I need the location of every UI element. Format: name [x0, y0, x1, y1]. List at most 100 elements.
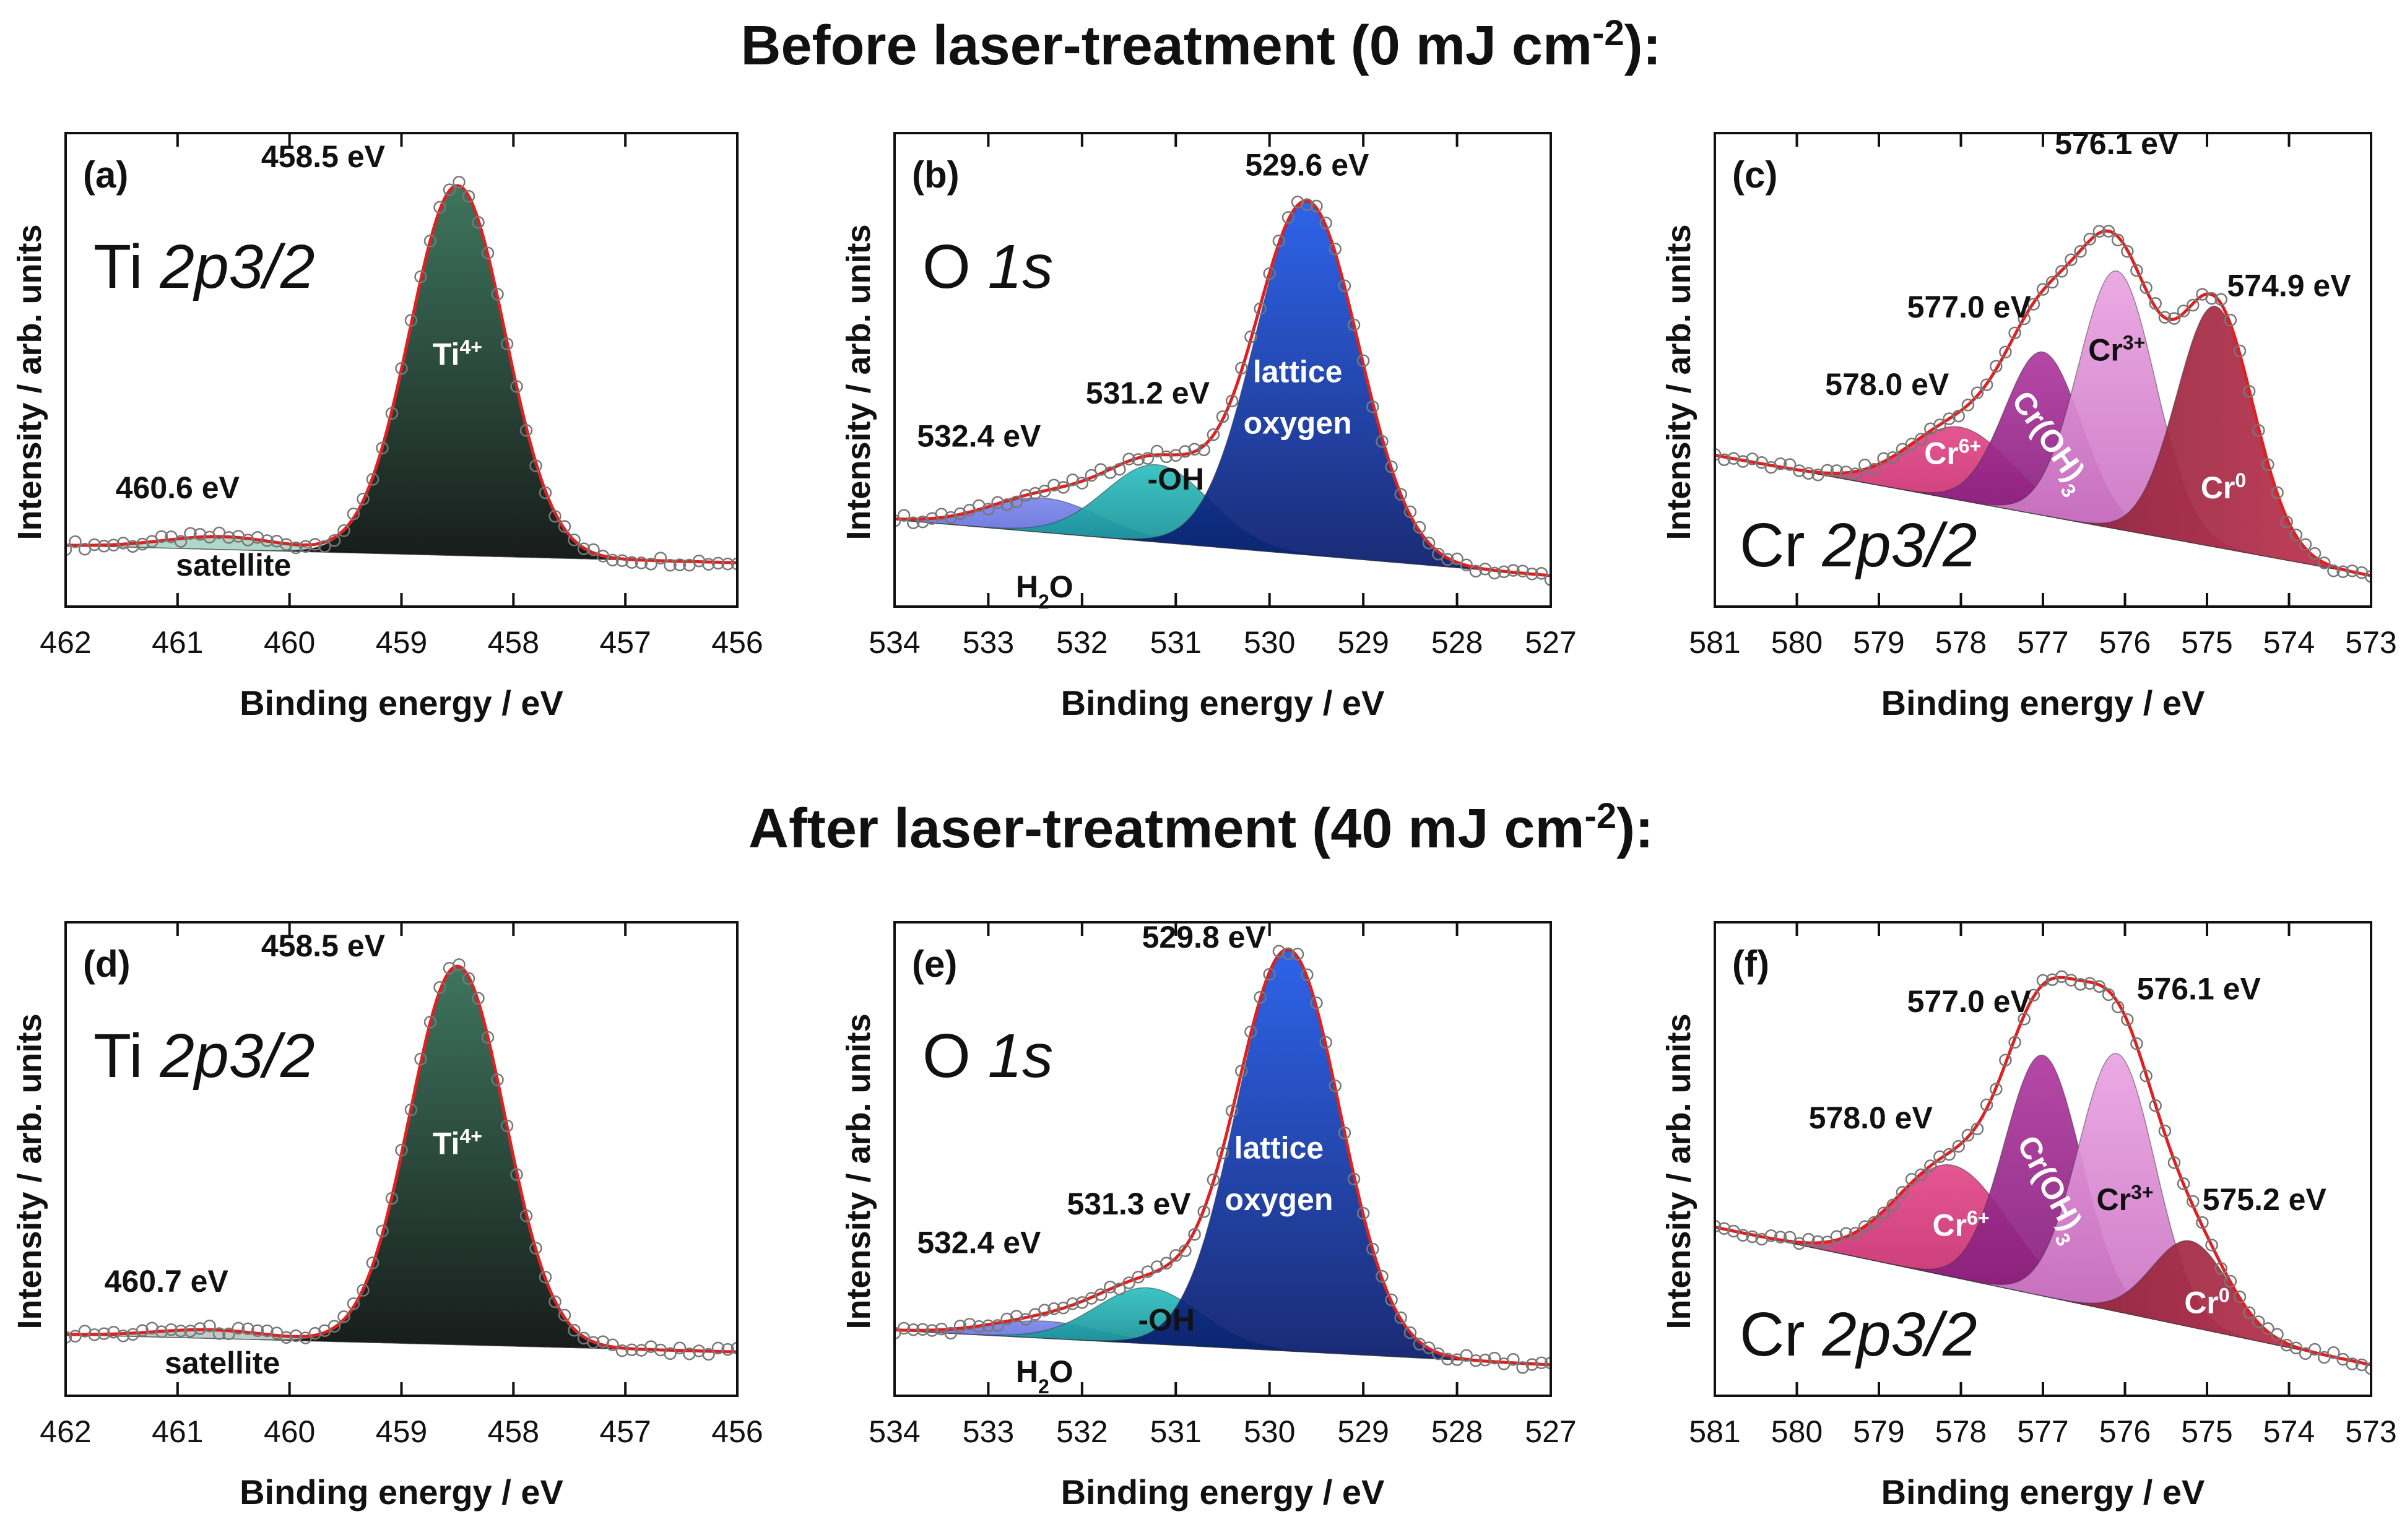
- data-point: [1952, 409, 1965, 423]
- data-point: [953, 1320, 967, 1333]
- data-point: [376, 1224, 389, 1238]
- heading-before-value: (0 mJ cm: [1350, 15, 1592, 77]
- data-point: [1914, 1168, 1928, 1182]
- data-point: [519, 424, 533, 437]
- chart-panel-f: 581 580 579 578 577 576 575 574 573 Binding energ…: [1660, 921, 2397, 1512]
- data-point: [2364, 1362, 2371, 1375]
- data-point: [991, 1319, 1004, 1332]
- data-point: [529, 1242, 542, 1255]
- heading-before: Before laser-treatment (0 mJ cm-2):: [0, 12, 2402, 78]
- data-point: [1717, 453, 1731, 466]
- data-point: [2140, 1069, 2153, 1083]
- data-point: [2308, 547, 2322, 560]
- data-point: [1896, 443, 1909, 456]
- data-point: [1310, 199, 1323, 213]
- data-point: [1460, 558, 1473, 571]
- x-tick-label: 530: [1244, 1414, 1295, 1449]
- data-point: [2027, 298, 2040, 311]
- chart-panel-a: 462 461 460 459 458 457 456 Binding energy / eV…: [11, 132, 763, 722]
- data-point: [1971, 386, 1984, 399]
- data-point: [222, 531, 235, 544]
- data-point: [1113, 462, 1126, 476]
- x-tick-label: 458: [488, 625, 539, 660]
- data-point: [1207, 428, 1220, 441]
- data-point: [916, 1323, 929, 1336]
- data-point: [558, 520, 571, 533]
- x-axis-label: Binding energy / eV: [240, 683, 563, 722]
- panel-letter: (a): [83, 154, 128, 196]
- data-point: [1244, 1025, 1257, 1039]
- peak-annotation: 529.6 eV: [1245, 148, 1369, 183]
- data-point: [2224, 1274, 2237, 1288]
- data-point: [453, 958, 466, 971]
- data-point: [155, 1325, 168, 1338]
- data-point: [2299, 538, 2312, 551]
- data-point: [1263, 967, 1276, 981]
- peak-annotation: Cr3+: [2096, 1181, 2153, 1217]
- panel-letter: (e): [912, 943, 957, 985]
- x-tick-label: 579: [1853, 1414, 1904, 1449]
- data-point: [944, 1326, 958, 1340]
- x-tick-label: 529: [1337, 625, 1389, 660]
- data-point: [1347, 1172, 1361, 1186]
- element-label: Ti 2p3/2: [93, 1021, 315, 1091]
- peak-annotation: H2O: [1016, 1354, 1073, 1398]
- x-tick-label: 575: [2181, 625, 2232, 660]
- data-point: [212, 1327, 226, 1340]
- data-point: [1821, 1235, 1834, 1248]
- data-point: [1160, 450, 1173, 464]
- data-point: [1338, 279, 1351, 292]
- data-point: [1376, 435, 1389, 448]
- fit-envelope: [895, 948, 1551, 1367]
- data-point: [1413, 521, 1426, 534]
- x-tick-label: 532: [1056, 1414, 1108, 1449]
- data-point: [347, 508, 360, 521]
- data-point: [673, 1341, 687, 1354]
- data-point: [184, 527, 197, 540]
- data-point: [519, 1209, 533, 1222]
- data-point: [1868, 1216, 1881, 1229]
- data-point: [1122, 452, 1135, 465]
- data-point: [1000, 1312, 1013, 1326]
- x-tick-label: 532: [1056, 625, 1108, 660]
- data-point: [2196, 1216, 2209, 1229]
- data-point: [982, 1319, 995, 1332]
- data-point: [1774, 457, 1787, 470]
- data-point: [721, 1343, 734, 1356]
- data-point: [926, 1324, 939, 1337]
- data-point: [2102, 225, 2115, 238]
- data-point: [973, 1320, 986, 1333]
- x-tick-label: 534: [869, 1414, 920, 1449]
- data-point: [1366, 400, 1379, 413]
- data-point: [2045, 275, 2059, 289]
- data-point: [1877, 1206, 1890, 1219]
- peak-annotation: 578.0 eV: [1825, 367, 1949, 402]
- x-tick-label: 575: [2181, 1414, 2232, 1449]
- element-label: O 1s: [922, 232, 1053, 301]
- data-point: [126, 540, 139, 553]
- data-point: [366, 473, 379, 486]
- x-tick-label: 458: [488, 1414, 539, 1449]
- data-point: [897, 509, 911, 522]
- data-point: [1225, 1104, 1239, 1117]
- peak-annotation: Cr0: [2201, 469, 2246, 505]
- data-point: [2327, 1346, 2340, 1359]
- data-point: [2289, 1341, 2303, 1355]
- plot-frame: [893, 921, 1552, 1397]
- data-point: [1188, 443, 1201, 456]
- data-point: [1319, 216, 1332, 230]
- data-point: [2346, 1357, 2359, 1370]
- data-point: [664, 1347, 677, 1360]
- data-point: [1216, 410, 1229, 423]
- data-point: [1802, 467, 1815, 480]
- data-point: [2177, 1177, 2190, 1190]
- data-point: [97, 1327, 111, 1340]
- data-point: [2167, 1156, 2181, 1169]
- data-point: [241, 1322, 254, 1336]
- data-point: [414, 1052, 427, 1066]
- data-point: [357, 1284, 370, 1297]
- data-point: [1329, 1079, 1342, 1092]
- data-point: [1886, 1198, 1899, 1212]
- data-point: [1394, 488, 1407, 501]
- data-point: [991, 496, 1004, 509]
